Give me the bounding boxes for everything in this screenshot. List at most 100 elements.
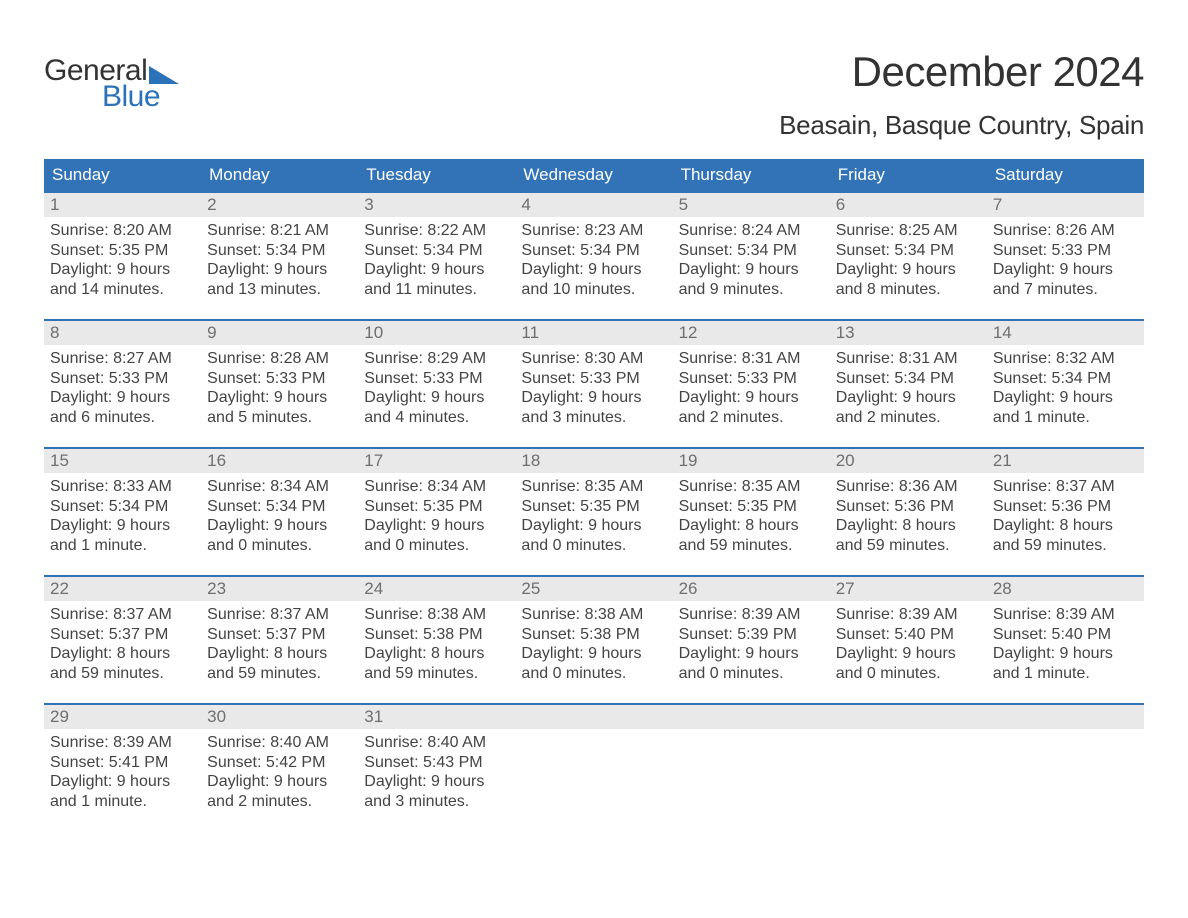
day-cell: 24Sunrise: 8:38 AMSunset: 5:38 PMDayligh…	[358, 577, 515, 683]
sunrise-line: Sunrise: 8:33 AM	[50, 477, 195, 497]
day-cell: 14Sunrise: 8:32 AMSunset: 5:34 PMDayligh…	[987, 321, 1144, 427]
day-body: Sunrise: 8:25 AMSunset: 5:34 PMDaylight:…	[830, 217, 987, 299]
day-cell: 6Sunrise: 8:25 AMSunset: 5:34 PMDaylight…	[830, 193, 987, 299]
day-body: Sunrise: 8:28 AMSunset: 5:33 PMDaylight:…	[201, 345, 358, 427]
daylight-line: Daylight: 8 hours and 59 minutes.	[836, 516, 981, 555]
sunrise-line: Sunrise: 8:37 AM	[993, 477, 1138, 497]
sunset-line: Sunset: 5:36 PM	[993, 497, 1138, 517]
daylight-line: Daylight: 9 hours and 3 minutes.	[364, 772, 509, 811]
day-cell: 23Sunrise: 8:37 AMSunset: 5:37 PMDayligh…	[201, 577, 358, 683]
daylight-line: Daylight: 9 hours and 0 minutes.	[679, 644, 824, 683]
sunrise-line: Sunrise: 8:38 AM	[521, 605, 666, 625]
day-cell	[515, 705, 672, 811]
day-number: 26	[673, 577, 830, 601]
day-body: Sunrise: 8:37 AMSunset: 5:36 PMDaylight:…	[987, 473, 1144, 555]
daylight-line: Daylight: 9 hours and 2 minutes.	[207, 772, 352, 811]
sunset-line: Sunset: 5:40 PM	[836, 625, 981, 645]
day-cell: 12Sunrise: 8:31 AMSunset: 5:33 PMDayligh…	[673, 321, 830, 427]
day-number: 18	[515, 449, 672, 473]
sunset-line: Sunset: 5:40 PM	[993, 625, 1138, 645]
daylight-line: Daylight: 9 hours and 0 minutes.	[521, 516, 666, 555]
sunrise-line: Sunrise: 8:37 AM	[207, 605, 352, 625]
month-title: December 2024	[779, 48, 1144, 96]
day-cell: 13Sunrise: 8:31 AMSunset: 5:34 PMDayligh…	[830, 321, 987, 427]
sunrise-line: Sunrise: 8:40 AM	[207, 733, 352, 753]
day-number: 28	[987, 577, 1144, 601]
day-cell: 1Sunrise: 8:20 AMSunset: 5:35 PMDaylight…	[44, 193, 201, 299]
week-row: 15Sunrise: 8:33 AMSunset: 5:34 PMDayligh…	[44, 447, 1144, 555]
day-body: Sunrise: 8:34 AMSunset: 5:35 PMDaylight:…	[358, 473, 515, 555]
sunrise-line: Sunrise: 8:39 AM	[679, 605, 824, 625]
day-number: 30	[201, 705, 358, 729]
day-number: 27	[830, 577, 987, 601]
sunset-line: Sunset: 5:34 PM	[836, 369, 981, 389]
day-number: 22	[44, 577, 201, 601]
sunset-line: Sunset: 5:37 PM	[207, 625, 352, 645]
day-body: Sunrise: 8:38 AMSunset: 5:38 PMDaylight:…	[515, 601, 672, 683]
daylight-line: Daylight: 8 hours and 59 minutes.	[993, 516, 1138, 555]
sunrise-line: Sunrise: 8:36 AM	[836, 477, 981, 497]
day-number-empty	[830, 705, 987, 729]
sunset-line: Sunset: 5:34 PM	[207, 241, 352, 261]
sunset-line: Sunset: 5:41 PM	[50, 753, 195, 773]
sunset-line: Sunset: 5:34 PM	[207, 497, 352, 517]
day-cell: 19Sunrise: 8:35 AMSunset: 5:35 PMDayligh…	[673, 449, 830, 555]
sunrise-line: Sunrise: 8:39 AM	[50, 733, 195, 753]
header: General Blue December 2024 Beasain, Basq…	[44, 48, 1144, 141]
sunset-line: Sunset: 5:33 PM	[679, 369, 824, 389]
sunrise-line: Sunrise: 8:39 AM	[993, 605, 1138, 625]
daylight-line: Daylight: 9 hours and 14 minutes.	[50, 260, 195, 299]
sunrise-line: Sunrise: 8:34 AM	[364, 477, 509, 497]
sunrise-line: Sunrise: 8:35 AM	[521, 477, 666, 497]
day-header-cell: Friday	[830, 159, 987, 191]
day-header-row: SundayMondayTuesdayWednesdayThursdayFrid…	[44, 159, 1144, 191]
week-row: 22Sunrise: 8:37 AMSunset: 5:37 PMDayligh…	[44, 575, 1144, 683]
day-number: 21	[987, 449, 1144, 473]
sunset-line: Sunset: 5:33 PM	[993, 241, 1138, 261]
sunrise-line: Sunrise: 8:39 AM	[836, 605, 981, 625]
sunset-line: Sunset: 5:33 PM	[521, 369, 666, 389]
day-cell: 30Sunrise: 8:40 AMSunset: 5:42 PMDayligh…	[201, 705, 358, 811]
day-cell: 25Sunrise: 8:38 AMSunset: 5:38 PMDayligh…	[515, 577, 672, 683]
daylight-line: Daylight: 9 hours and 7 minutes.	[993, 260, 1138, 299]
sunset-line: Sunset: 5:39 PM	[679, 625, 824, 645]
day-body: Sunrise: 8:33 AMSunset: 5:34 PMDaylight:…	[44, 473, 201, 555]
day-header-cell: Saturday	[987, 159, 1144, 191]
sunset-line: Sunset: 5:33 PM	[207, 369, 352, 389]
day-cell: 28 Sunrise: 8:39 AMSunset: 5:40 PMDayligh…	[987, 577, 1144, 683]
day-header-cell: Tuesday	[358, 159, 515, 191]
day-number: 5	[673, 193, 830, 217]
sunset-line: Sunset: 5:35 PM	[50, 241, 195, 261]
day-number: 31	[358, 705, 515, 729]
sunset-line: Sunset: 5:34 PM	[50, 497, 195, 517]
daylight-line: Daylight: 8 hours and 59 minutes.	[207, 644, 352, 683]
day-number: 3	[358, 193, 515, 217]
day-body: Sunrise: 8:39 AMSunset: 5:40 PMDaylight:…	[830, 601, 987, 683]
day-cell: 8Sunrise: 8:27 AMSunset: 5:33 PMDaylight…	[44, 321, 201, 427]
day-header-cell: Sunday	[44, 159, 201, 191]
day-number: 25	[515, 577, 672, 601]
sunrise-line: Sunrise: 8:32 AM	[993, 349, 1138, 369]
title-block: December 2024 Beasain, Basque Country, S…	[779, 48, 1144, 141]
daylight-line: Daylight: 9 hours and 3 minutes.	[521, 388, 666, 427]
day-number-empty	[515, 705, 672, 729]
daylight-line: Daylight: 9 hours and 13 minutes.	[207, 260, 352, 299]
day-number: 19	[673, 449, 830, 473]
sunset-line: Sunset: 5:38 PM	[521, 625, 666, 645]
day-cell: 26 Sunrise: 8:39 AMSunset: 5:39 PMDayligh…	[673, 577, 830, 683]
sunset-line: Sunset: 5:35 PM	[364, 497, 509, 517]
daylight-line: Daylight: 9 hours and 4 minutes.	[364, 388, 509, 427]
daylight-line: Daylight: 8 hours and 59 minutes.	[364, 644, 509, 683]
day-number-empty	[673, 705, 830, 729]
day-number: 15	[44, 449, 201, 473]
daylight-line: Daylight: 9 hours and 11 minutes.	[364, 260, 509, 299]
sunrise-line: Sunrise: 8:21 AM	[207, 221, 352, 241]
day-body: Sunrise: 8:38 AMSunset: 5:38 PMDaylight:…	[358, 601, 515, 683]
daylight-line: Daylight: 9 hours and 1 minute.	[993, 644, 1138, 683]
day-number: 20	[830, 449, 987, 473]
day-cell: 22Sunrise: 8:37 AMSunset: 5:37 PMDayligh…	[44, 577, 201, 683]
day-cell: 5Sunrise: 8:24 AMSunset: 5:34 PMDaylight…	[673, 193, 830, 299]
day-body: Sunrise: 8:37 AMSunset: 5:37 PMDaylight:…	[201, 601, 358, 683]
day-number: 16	[201, 449, 358, 473]
day-body: Sunrise: 8:30 AMSunset: 5:33 PMDaylight:…	[515, 345, 672, 427]
